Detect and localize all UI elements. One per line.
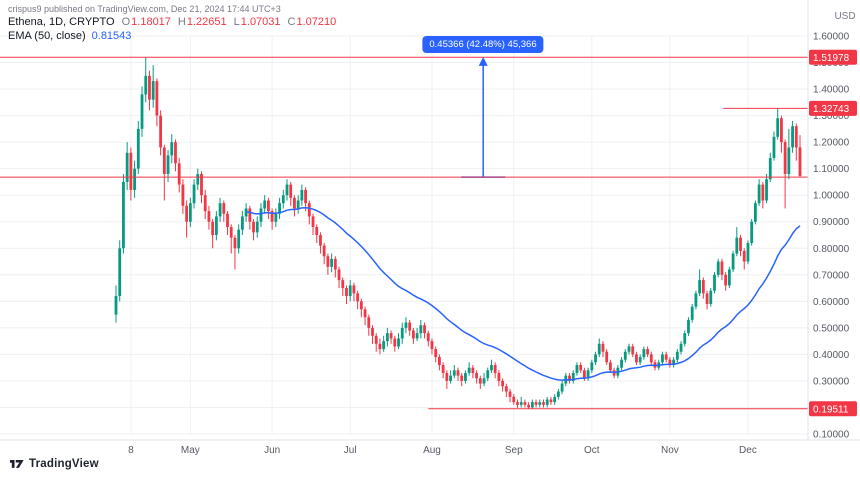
ema-indicator-label[interactable]: EMA (50, close): [8, 30, 86, 42]
svg-text:1.30000: 1.30000: [813, 111, 850, 122]
tradingview-logo-icon: [10, 460, 24, 468]
ohlc-key: H: [177, 16, 186, 28]
svg-text:Oct: Oct: [584, 445, 600, 456]
svg-text:0.40000: 0.40000: [813, 350, 850, 361]
svg-text:1.10000: 1.10000: [813, 164, 850, 175]
svg-text:1.51978: 1.51978: [813, 53, 850, 64]
tradingview-footer-logo[interactable]: TradingView: [10, 457, 99, 470]
svg-text:Sep: Sep: [505, 445, 523, 456]
svg-text:Jun: Jun: [264, 445, 280, 456]
svg-text:0.30000: 0.30000: [813, 376, 850, 387]
svg-text:8: 8: [128, 445, 134, 456]
svg-text:Aug: Aug: [423, 445, 441, 456]
svg-text:1.32743: 1.32743: [813, 104, 850, 115]
price-line-badge: [809, 401, 857, 417]
ohlc-value: 1.07031: [240, 16, 281, 28]
svg-text:1.60000: 1.60000: [813, 32, 850, 43]
publish-watermark: crispus9 published on TradingView.com, D…: [8, 4, 281, 14]
tradingview-logo-text: TradingView: [29, 457, 99, 470]
price-range-measure-label[interactable]: 0.45366 (42.48%) 45,366: [422, 36, 544, 53]
svg-text:0.70000: 0.70000: [813, 270, 850, 281]
symbol-title[interactable]: Ethena, 1D, CRYPTO: [8, 16, 115, 28]
measure-tool[interactable]: [461, 56, 506, 178]
ohlc-values: O1.18017 H1.22651 L1.07031 C1.07210: [115, 16, 337, 28]
svg-text:0.80000: 0.80000: [813, 244, 850, 255]
ohlc-value: 1.22651: [186, 16, 227, 28]
svg-text:May: May: [181, 445, 200, 456]
svg-text:1.00000: 1.00000: [813, 191, 850, 202]
svg-text:Dec: Dec: [739, 445, 757, 456]
symbol-row: Ethena, 1D, CRYPTO O1.18017 H1.22651 L1.070…: [8, 15, 336, 29]
ema-line[interactable]: [245, 206, 801, 381]
svg-text:1.20000: 1.20000: [813, 138, 850, 149]
svg-text:Jul: Jul: [344, 445, 357, 456]
chart-legend: Ethena, 1D, CRYPTO O1.18017 H1.22651 L1.070…: [8, 15, 336, 43]
time-scale[interactable]: 8 May Jun Jul Aug Sep Oct Nov Dec: [128, 445, 757, 456]
candles-layer: [114, 57, 802, 409]
svg-text:1.40000: 1.40000: [813, 85, 850, 96]
ohlc-key: O: [121, 16, 131, 28]
ema-indicator-value: 0.81543: [91, 30, 132, 42]
indicator-row: EMA (50, close) 0.81543: [8, 29, 336, 43]
ohlc-value: 1.18017: [131, 16, 171, 28]
price-line-badge: [809, 100, 857, 116]
svg-text:0.60000: 0.60000: [813, 297, 850, 308]
svg-text:USD: USD: [834, 11, 855, 22]
ohlc-key: L: [233, 16, 240, 28]
price-scale[interactable]: 0.100000.200000.300000.400000.500000.600…: [809, 11, 857, 441]
svg-text:0.50000: 0.50000: [813, 323, 850, 334]
ohlc-key: C: [287, 16, 296, 28]
price-lines-layer[interactable]: [0, 56, 808, 410]
svg-text:0.90000: 0.90000: [813, 217, 850, 228]
grid-layer: [0, 35, 808, 435]
price-line-badge: [809, 49, 857, 65]
svg-text:0.10000: 0.10000: [813, 430, 850, 441]
ohlc-value: 1.07210: [296, 16, 337, 28]
svg-text:Nov: Nov: [661, 445, 679, 456]
svg-text:0.19511: 0.19511: [813, 404, 849, 415]
